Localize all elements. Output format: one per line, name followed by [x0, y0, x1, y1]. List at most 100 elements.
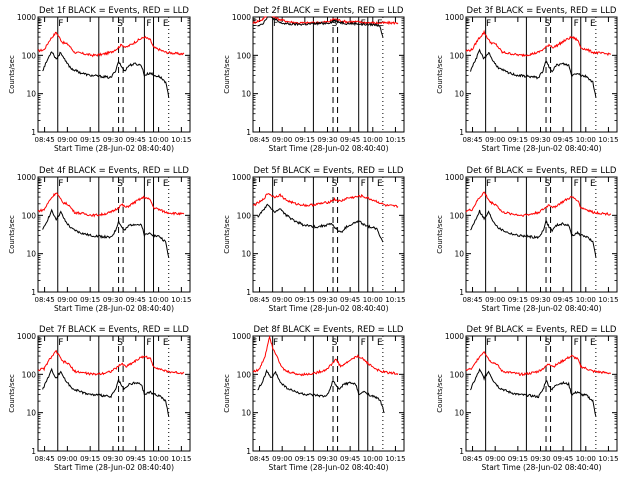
- x-tick-label: 09:45: [553, 136, 573, 144]
- plot-frame: [252, 16, 405, 133]
- x-tick-label: 09:15: [508, 136, 528, 144]
- x-tick-label: 09:00: [272, 136, 292, 144]
- x-tick-label: 10:00: [576, 455, 596, 463]
- x-tick-label: 09:30: [530, 136, 550, 144]
- y-tick-label: 1: [31, 128, 36, 137]
- events-series-line: [470, 48, 597, 98]
- x-tick-label: 10:15: [385, 136, 405, 144]
- y-tick-label: 10: [454, 409, 464, 418]
- y-tick-label: 100: [237, 51, 252, 60]
- y-tick-label: 100: [237, 370, 252, 379]
- x-tick-label: 09:30: [317, 455, 337, 463]
- chart-title: Det 3f BLACK = Events, RED = LLD: [467, 6, 617, 16]
- chart-title: Det 1f BLACK = Events, RED = LLD: [39, 6, 189, 16]
- event-marker-label: E: [377, 179, 383, 189]
- event-marker-label: F: [146, 19, 151, 29]
- plot-frame: [37, 335, 191, 452]
- event-marker-label: E: [377, 19, 383, 29]
- events-series-line: [257, 368, 385, 413]
- panel-5: Det 5f BLACK = Events, RED = LLD 1 10 100 10…: [223, 166, 406, 313]
- event-marker-label: S: [117, 179, 123, 189]
- x-tick-label: 09:00: [57, 136, 77, 144]
- panel-8: Det 8f BLACK = Events, RED = LLD 1 10 100 10…: [223, 325, 406, 472]
- event-marker-label: S: [332, 19, 338, 29]
- y-tick-label: 1000: [232, 13, 251, 22]
- y-axis-label: Counts/sec: [223, 374, 231, 413]
- chart-title: Det 8f BLACK = Events, RED = LLD: [254, 325, 404, 335]
- y-tick-label: 10: [241, 90, 251, 99]
- x-tick-label: 09:45: [553, 455, 573, 463]
- event-marker-label: F: [58, 179, 63, 189]
- event-marker-label: E: [465, 179, 471, 189]
- x-tick-label: 08:45: [249, 296, 269, 304]
- y-tick-label: 1000: [445, 173, 464, 182]
- x-axis-label: Start Time (28-Jun-02 08:40:40): [482, 144, 602, 153]
- y-tick-label: 100: [22, 370, 37, 379]
- lld-series-line: [465, 29, 612, 58]
- y-tick-label: 1000: [445, 13, 464, 22]
- x-axis-label: Start Time (28-Jun-02 08:40:40): [269, 304, 389, 313]
- y-tick-label: 1: [459, 447, 464, 456]
- event-marker-label: F: [273, 19, 278, 29]
- lld-series-line: [252, 193, 399, 209]
- y-tick-label: 1: [246, 128, 251, 137]
- y-tick-label: 1000: [17, 173, 36, 182]
- chart-title: Det 5f BLACK = Events, RED = LLD: [254, 166, 404, 176]
- x-tick-label: 10:15: [598, 455, 618, 463]
- lld-series-line: [465, 350, 612, 377]
- event-marker-label: E: [163, 19, 169, 29]
- chart-title: Det 4f BLACK = Events, RED = LLD: [39, 166, 189, 176]
- x-tick-label: 10:00: [576, 296, 596, 304]
- event-marker-label: E: [465, 19, 471, 29]
- y-tick-label: 10: [26, 90, 36, 99]
- y-tick-label: 1: [246, 447, 251, 456]
- event-marker-label: E: [37, 179, 43, 189]
- plot-frame: [252, 176, 405, 293]
- y-axis-label: Counts/sec: [8, 374, 16, 413]
- event-marker-label: E: [163, 338, 169, 348]
- y-axis-label: Counts/sec: [223, 215, 231, 254]
- x-tick-label: 09:15: [508, 455, 528, 463]
- events-series-line: [470, 209, 597, 258]
- x-axis-label: Start Time (28-Jun-02 08:40:40): [482, 463, 602, 472]
- y-tick-label: 10: [454, 90, 464, 99]
- x-tick-label: 09:15: [80, 296, 100, 304]
- events-series-line: [470, 367, 597, 417]
- x-tick-label: 09:00: [485, 296, 505, 304]
- x-tick-label: 09:30: [530, 296, 550, 304]
- event-marker-label: E: [37, 338, 43, 348]
- event-marker-label: F: [574, 19, 579, 29]
- event-marker-label: E: [590, 338, 596, 348]
- plot-frame: [465, 176, 618, 293]
- event-marker-label: F: [486, 179, 491, 189]
- events-series-line: [257, 16, 384, 38]
- events-series-line: [257, 203, 384, 243]
- y-axis-label: Counts/sec: [223, 55, 231, 94]
- event-marker-label: F: [574, 179, 579, 189]
- x-tick-label: 10:15: [385, 296, 405, 304]
- y-tick-label: 100: [450, 211, 465, 220]
- x-tick-label: 10:00: [148, 136, 168, 144]
- x-axis-label: Start Time (28-Jun-02 08:40:40): [269, 144, 389, 153]
- x-tick-label: 10:15: [598, 296, 618, 304]
- x-tick-label: 10:00: [363, 296, 383, 304]
- x-axis-label: Start Time (28-Jun-02 08:40:40): [54, 463, 174, 472]
- x-tick-label: 10:00: [363, 136, 383, 144]
- y-tick-label: 10: [241, 250, 251, 259]
- event-marker-label: F: [486, 19, 491, 29]
- y-axis-label: Counts/sec: [436, 55, 444, 94]
- x-tick-label: 09:00: [57, 455, 77, 463]
- lld-series-line: [37, 349, 185, 376]
- y-tick-label: 1: [246, 288, 251, 297]
- x-tick-label: 09:30: [103, 136, 123, 144]
- y-tick-label: 1: [31, 447, 36, 456]
- x-tick-label: 09:00: [485, 455, 505, 463]
- event-marker-label: E: [37, 19, 43, 29]
- event-marker-label: S: [117, 338, 123, 348]
- x-tick-label: 09:15: [80, 455, 100, 463]
- event-marker-label: E: [252, 338, 258, 348]
- x-tick-label: 09:00: [272, 455, 292, 463]
- x-tick-label: 09:30: [317, 296, 337, 304]
- panel-1: Det 1f BLACK = Events, RED = LLD 1 10 100 10…: [8, 6, 191, 153]
- y-tick-label: 1000: [17, 332, 36, 341]
